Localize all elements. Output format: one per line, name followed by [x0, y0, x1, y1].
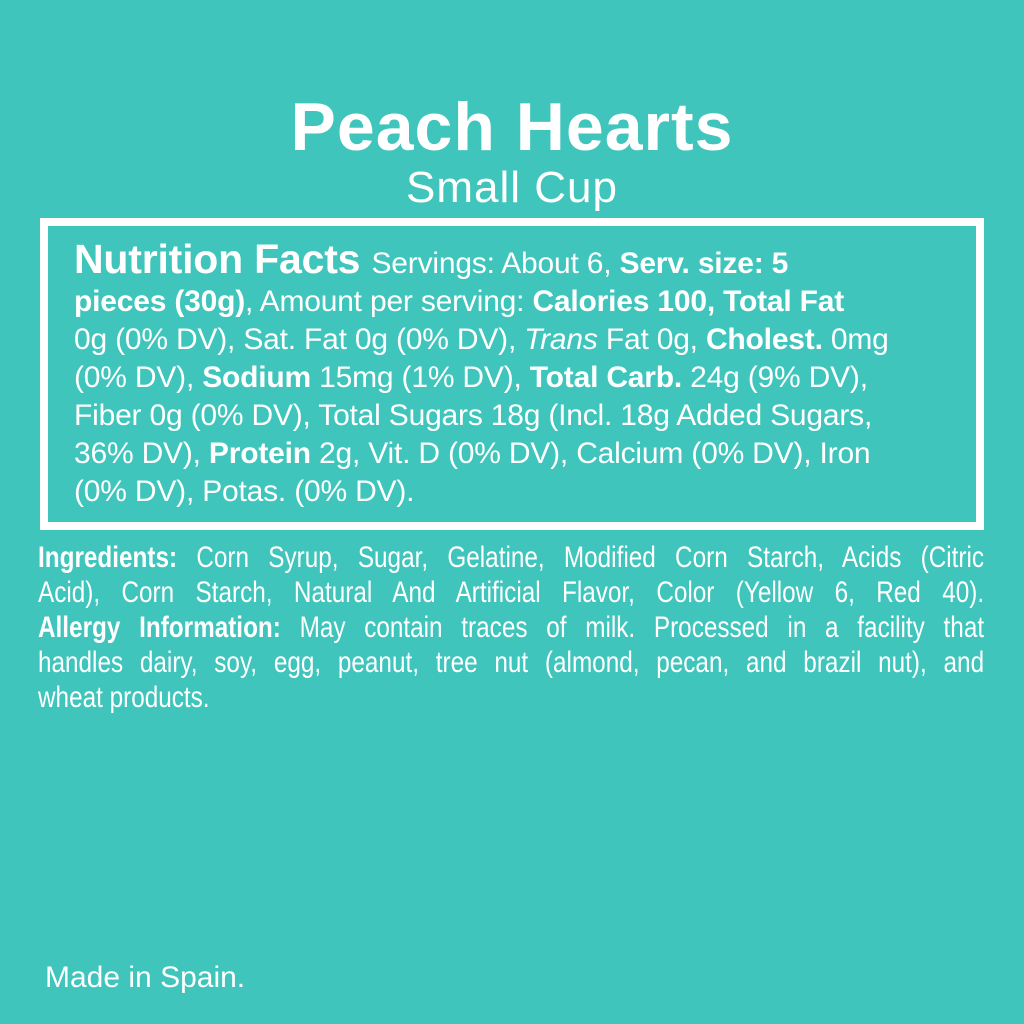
- text-segment: May contain traces of milk. Processed in…: [280, 611, 985, 644]
- text-segment: Corn Syrup, Sugar, Gelatine, Modified Co…: [177, 541, 985, 574]
- text-segment: handles dairy, soy, egg, peanut, tree nu…: [38, 646, 985, 679]
- text-segment: , Amount per serving:: [245, 285, 533, 318]
- text-segment: Acid), Corn Starch, Natural And Artifici…: [38, 576, 985, 609]
- text-segment: Fat 0g,: [597, 323, 706, 356]
- text-segment: Servings: About 6,: [371, 247, 620, 280]
- text-line: Allergy Information: May contain traces …: [38, 610, 984, 645]
- nutrition-facts-box: Nutrition Facts Servings: About 6, Serv.…: [40, 218, 984, 530]
- text-segment: (0% DV), Potas. (0% DV).: [74, 475, 415, 508]
- text-line: wheat products.: [38, 680, 984, 715]
- text-segment: Calories 100, Total Fat: [532, 285, 845, 318]
- text-segment: 36% DV),: [74, 437, 209, 470]
- text-line: Nutrition Facts Servings: About 6, Serv.…: [74, 239, 950, 283]
- text-segment: Fiber 0g (0% DV), Total Sugars 18g (Incl…: [74, 399, 873, 432]
- text-segment: Nutrition Facts: [74, 236, 372, 282]
- text-segment: 2g, Vit. D (0% DV), Calcium (0% DV), Iro…: [310, 437, 871, 470]
- text-segment: Protein: [208, 437, 311, 470]
- text-segment: Total Carb.: [529, 361, 683, 394]
- text-line: 0g (0% DV), Sat. Fat 0g (0% DV), Trans F…: [74, 321, 950, 359]
- text-line: Ingredients: Corn Syrup, Sugar, Gelatine…: [38, 540, 984, 575]
- text-segment: Cholest.: [705, 323, 823, 356]
- text-segment: Trans: [524, 323, 598, 356]
- text-segment: Sodium: [202, 361, 312, 394]
- text-segment: (0% DV),: [74, 361, 203, 394]
- text-line: (0% DV), Sodium 15mg (1% DV), Total Carb…: [74, 359, 950, 397]
- product-subtitle: Small Cup: [406, 162, 618, 212]
- text-segment: wheat products.: [38, 681, 210, 714]
- origin-text: Made in Spain.: [45, 961, 246, 994]
- text-segment: Serv. size: 5: [619, 247, 789, 280]
- text-line: Fiber 0g (0% DV), Total Sugars 18g (Incl…: [74, 397, 950, 435]
- text-line: (0% DV), Potas. (0% DV).: [74, 473, 950, 511]
- text-segment: pieces (30g): [74, 285, 246, 318]
- text-line: 36% DV), Protein 2g, Vit. D (0% DV), Cal…: [74, 435, 950, 473]
- text-segment: 15mg (1% DV),: [311, 361, 530, 394]
- text-segment: Allergy Information:: [38, 611, 281, 644]
- text-segment: Ingredients:: [38, 541, 178, 574]
- text-line: pieces (30g), Amount per serving: Calori…: [74, 283, 950, 321]
- text-segment: 0mg: [822, 323, 889, 356]
- text-segment: 24g (9% DV),: [682, 361, 868, 394]
- text-line: handles dairy, soy, egg, peanut, tree nu…: [38, 645, 984, 680]
- product-title: Peach Hearts: [290, 88, 734, 165]
- ingredients-section: Ingredients: Corn Syrup, Sugar, Gelatine…: [38, 540, 984, 715]
- text-line: Acid), Corn Starch, Natural And Artifici…: [38, 575, 984, 610]
- text-segment: 0g (0% DV), Sat. Fat 0g (0% DV),: [74, 323, 525, 356]
